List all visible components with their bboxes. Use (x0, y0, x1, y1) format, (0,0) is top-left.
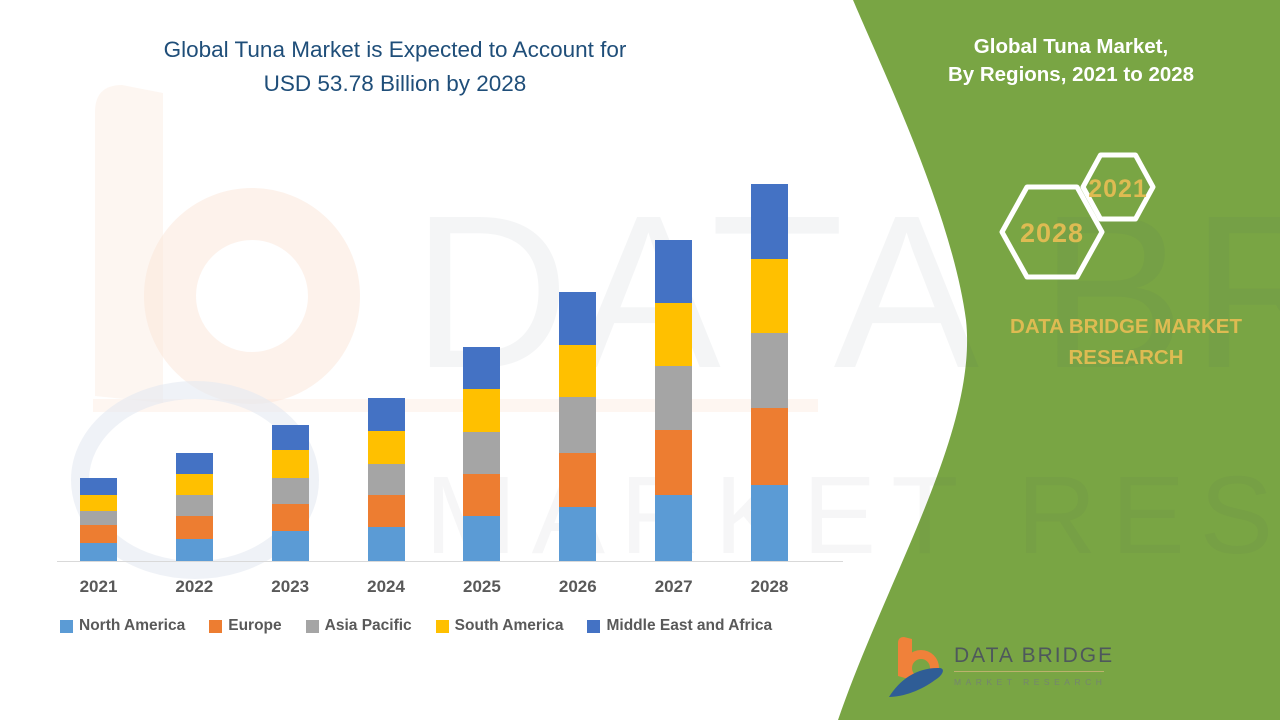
bar-segment-2026 (559, 345, 597, 398)
bar-segment-2025 (463, 473, 501, 517)
bar-2025 (463, 346, 501, 561)
legend-label: North America (79, 617, 186, 634)
bar-segment-2021 (80, 542, 117, 561)
legend-swatch-icon (587, 619, 601, 633)
logo-title: DATA BRIDGE (954, 644, 1115, 667)
hexagon-2028-label: 2028 (1020, 218, 1084, 248)
bar-2021 (80, 478, 117, 561)
logo-swoosh (889, 667, 943, 697)
year-hexagons: 2028 2021 (999, 152, 1156, 280)
bar-segment-2022 (175, 452, 213, 474)
x-axis-label-2026: 2026 (558, 577, 597, 596)
bar-segment-2025 (463, 346, 501, 389)
legend-label: Middle East and Africa (606, 617, 773, 634)
legend-item-asia-pacific: Asia Pacific (305, 617, 412, 635)
chart-title-line2: USD 53.78 Billion by 2028 (263, 71, 527, 96)
hexagon-2021 (1080, 152, 1156, 222)
legend-item-europe: Europe (209, 617, 282, 635)
bar-segment-2021 (80, 478, 117, 495)
x-axis-label-2025: 2025 (463, 577, 501, 596)
logo-text: DATA BRIDGE MARKET RESEARCH (954, 636, 1114, 687)
side-heading-line2: By Regions, 2021 to 2028 (947, 63, 1195, 86)
watermark-b-stem (95, 85, 163, 403)
bar-segment-2023 (271, 477, 309, 504)
bar-segment-2028 (750, 184, 788, 259)
legend-swatch-icon (305, 619, 319, 633)
bar-segment-2023 (271, 503, 309, 531)
bar-segment-2024 (367, 526, 405, 561)
bar-segment-2027 (655, 302, 693, 367)
bar-2026 (559, 292, 597, 561)
bar-segment-2022 (175, 515, 213, 540)
hexagon-2028 (999, 184, 1105, 280)
bar-segment-2026 (559, 397, 597, 454)
bar-segment-2028 (750, 258, 788, 333)
green-panel-shape (838, 0, 1280, 720)
bar-segment-2022 (175, 539, 213, 561)
bar-segment-2024 (367, 463, 405, 495)
bar-segment-2026 (559, 292, 597, 346)
bar-2024 (367, 397, 405, 561)
logo-underline (954, 671, 1104, 672)
legend-swatch-icon (60, 619, 73, 633)
bar-2028 (750, 184, 788, 561)
bar-segment-2022 (175, 473, 213, 495)
x-axis-label-2028: 2028 (750, 577, 789, 596)
chart-legend: North America Europe Asia Pacific South Ame… (60, 617, 772, 635)
x-axis-line (57, 561, 843, 562)
bar-segment-2026 (559, 507, 597, 561)
x-axis-label-2024: 2024 (367, 577, 405, 596)
chart-title-line1: Global Tuna Market is Expected to Accoun… (163, 37, 627, 62)
legend-item-middle-east-and-africa: Middle East and Africa (587, 617, 772, 635)
bar-segment-2021 (80, 494, 117, 511)
legend-label: Asia Pacific (324, 617, 412, 634)
x-axis-label-2022: 2022 (175, 577, 214, 596)
legend-label: South America (454, 617, 564, 634)
bar-2022 (175, 452, 213, 561)
databridge-logo: DATA BRIDGE MARKET RESEARCH (888, 636, 1114, 702)
legend-item-south-america: South America (435, 617, 564, 635)
bar-segment-2025 (463, 388, 501, 432)
bar-segment-2025 (463, 431, 501, 474)
bar-segment-2024 (367, 397, 405, 431)
bar-segment-2026 (559, 453, 597, 508)
x-axis-label-2023: 2023 (271, 577, 310, 596)
logo-tagline: MARKET RESEARCH (954, 677, 1107, 687)
side-heading-line1: Global Tuna Market, (973, 35, 1169, 58)
x-axis-label-2027: 2027 (654, 577, 693, 596)
bar-segment-2027 (655, 430, 693, 496)
legend-swatch-icon (435, 619, 449, 633)
bar-segment-2028 (750, 408, 788, 486)
bar-segment-2024 (367, 494, 405, 527)
bar-segment-2023 (271, 530, 309, 561)
bar-segment-2022 (175, 494, 213, 516)
hexagon-2021-label: 2021 (1088, 175, 1148, 203)
bar-segment-2023 (271, 424, 309, 451)
bar-segment-2027 (655, 495, 693, 561)
bar-segment-2027 (655, 366, 693, 431)
chart-title: Global Tuna Market is Expected to Accoun… (95, 33, 695, 101)
bar-segment-2024 (367, 430, 405, 464)
legend-swatch-icon (209, 619, 223, 633)
watermark-b-bowl (144, 188, 360, 404)
bar-segment-2027 (655, 239, 693, 303)
bar-segment-2023 (271, 450, 309, 478)
x-axis-label-2021: 2021 (79, 577, 118, 596)
legend-item-north-america: North America (60, 617, 185, 635)
bar-segment-2025 (463, 516, 501, 561)
bar-segment-2021 (80, 524, 117, 543)
databridge-logo-icon (889, 637, 943, 697)
legend-label: Europe (228, 617, 282, 634)
bar-2027 (655, 239, 693, 561)
bar-segment-2028 (750, 332, 788, 409)
bar-2023 (271, 424, 309, 561)
side-panel-heading: Global Tuna Market, By Regions, 2021 to … (916, 33, 1226, 89)
bar-segment-2021 (80, 510, 117, 525)
bar-segment-2028 (750, 485, 788, 561)
brand-text: DATA BRIDGE MARKET RESEARCH (1010, 315, 1242, 369)
